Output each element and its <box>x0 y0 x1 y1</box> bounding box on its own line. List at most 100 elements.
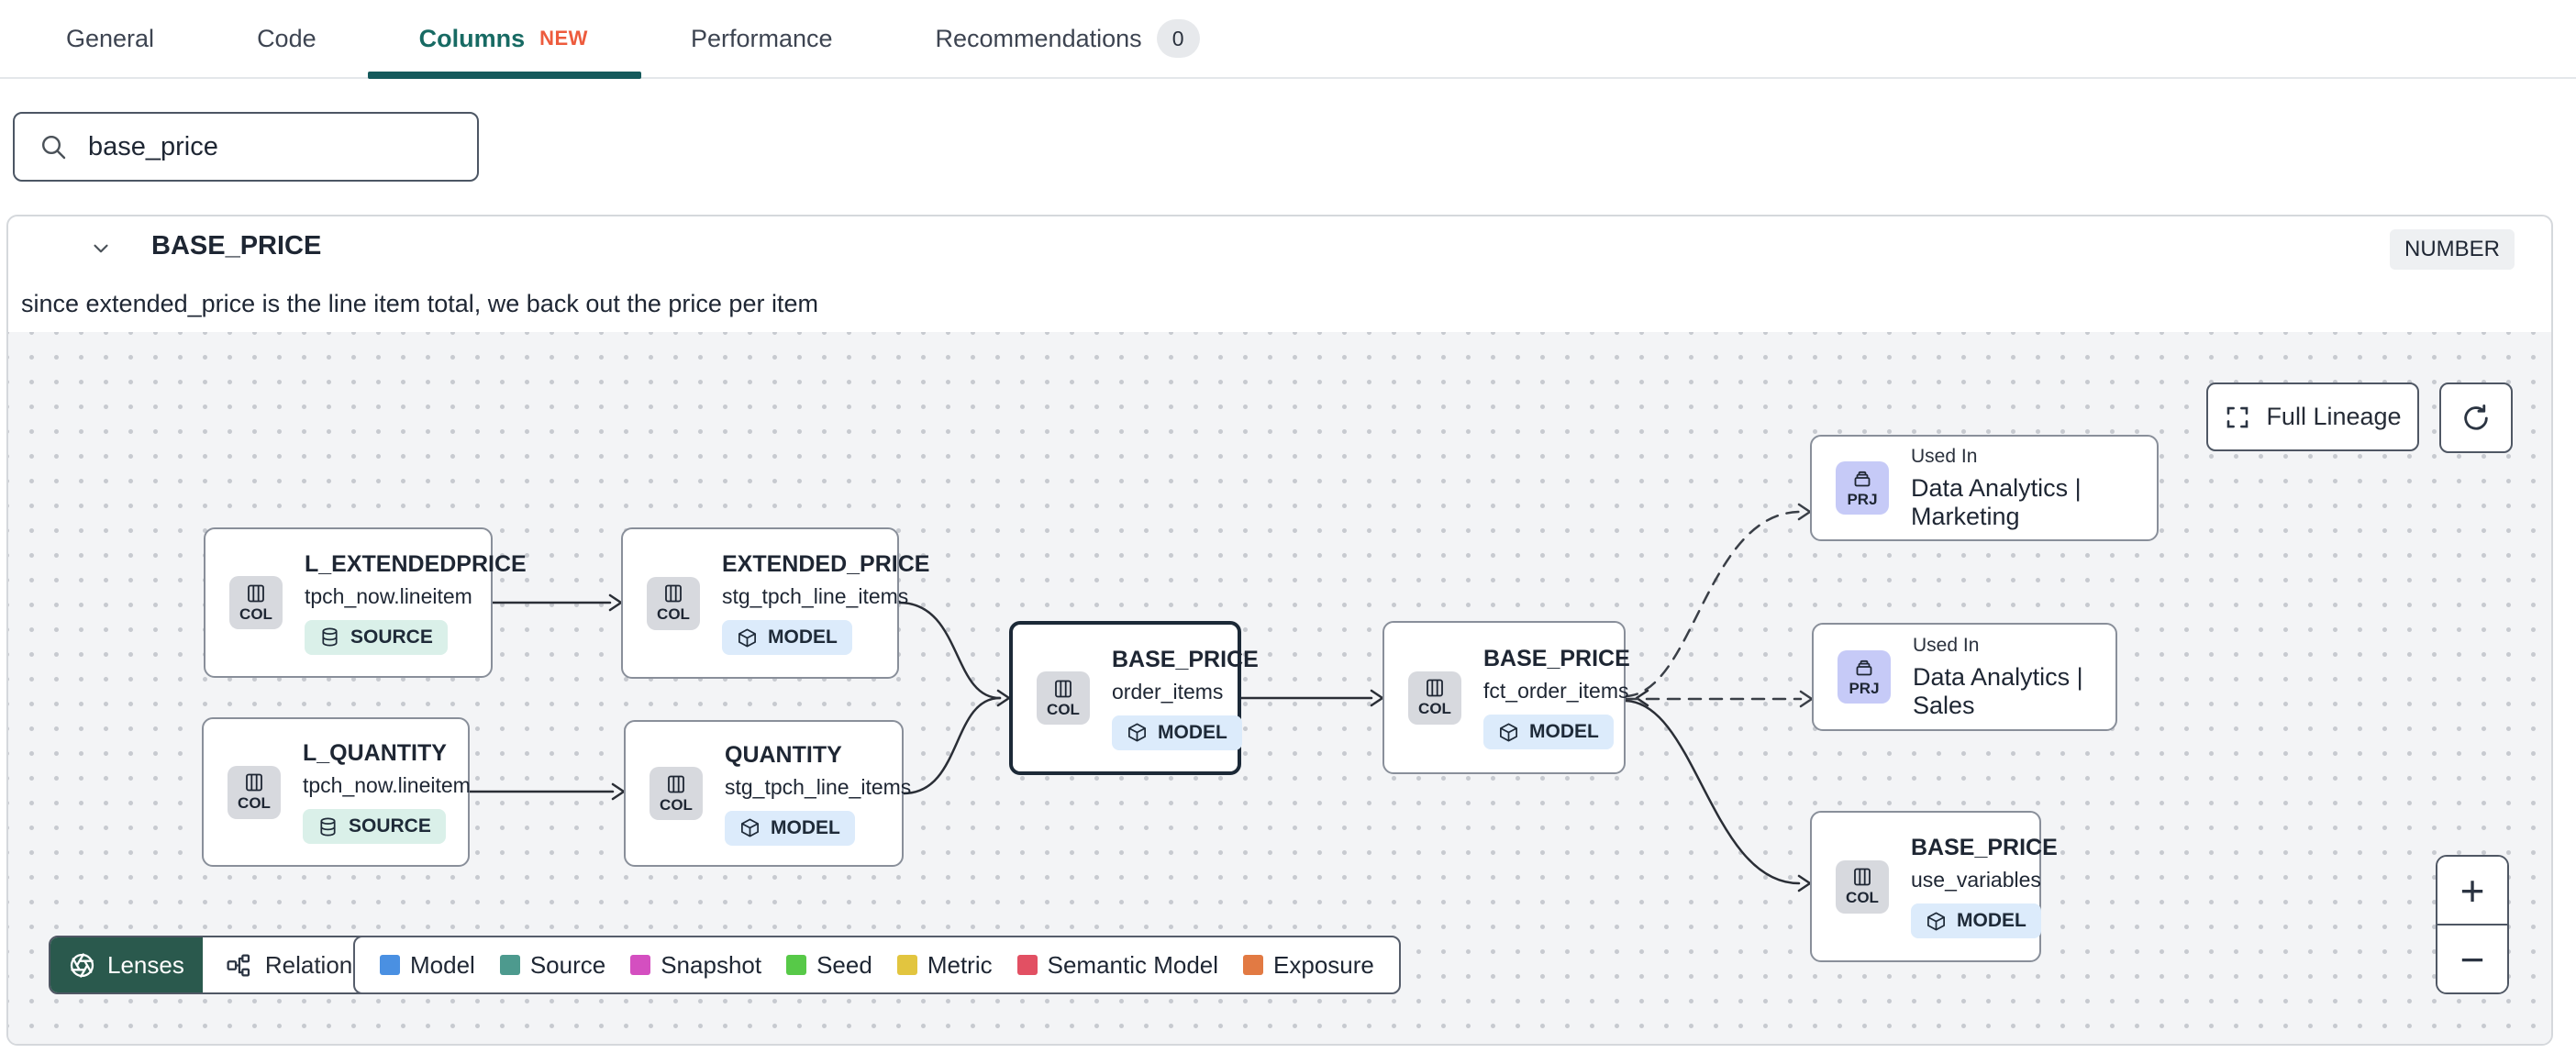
column-kind-badge: COL <box>228 765 281 819</box>
cube-icon <box>1500 723 1517 741</box>
tab-label: Code <box>257 24 316 52</box>
model-badge: MODEL <box>1911 903 2041 938</box>
column-search-input[interactable]: base_price <box>13 112 479 182</box>
model-badge: MODEL <box>1112 715 1242 750</box>
legend-item-snapshot: Snapshot <box>630 951 761 980</box>
cube-icon <box>738 628 756 647</box>
refresh-button[interactable] <box>2439 382 2513 453</box>
project-kind-badge: PRJ <box>1836 461 1889 515</box>
refresh-icon <box>2464 404 2488 430</box>
legend-swatch <box>499 955 520 975</box>
node-title: BASE_PRICE <box>1911 835 2058 860</box>
node-subtitle: fct_order_items <box>1483 679 1629 703</box>
cube-icon <box>1927 912 1945 930</box>
node-subtitle: use_variables <box>1911 868 2041 892</box>
zoom-controls: + − <box>2436 855 2509 994</box>
source-badge: SOURCE <box>305 619 448 655</box>
lineage-node-used-in-sales[interactable]: PRJ Used In Data Analytics | Sales <box>1812 623 2117 731</box>
tab-performance[interactable]: Performance <box>691 0 833 77</box>
lineage-edges <box>468 503 1814 892</box>
node-subtitle: stg_tpch_line_items <box>722 584 909 608</box>
columns-icon <box>665 584 682 603</box>
node-title: L_QUANTITY <box>303 740 447 766</box>
node-title: L_EXTENDEDPRICE <box>305 550 527 577</box>
model-badge: MODEL <box>725 810 855 846</box>
lineage-node-extended-price[interactable]: COL EXTENDED_PRICE stg_tpch_line_items M… <box>621 527 929 679</box>
relationships-icon <box>227 953 250 977</box>
column-kind-badge: COL <box>1836 859 1889 914</box>
cube-icon <box>741 818 759 837</box>
fullscreen-icon <box>2227 406 2248 427</box>
node-subtitle: tpch_now.lineitem <box>305 583 472 608</box>
tab-label: General <box>66 24 155 52</box>
tab-general[interactable]: General <box>66 0 154 77</box>
column-kind-badge: COL <box>650 767 703 820</box>
lineage-node-l-extendedprice[interactable]: COL L_EXTENDEDPRICE tpch_now.lineitem SO… <box>204 527 527 678</box>
node-type-legend: Model Source Snapshot Seed Metric Semant… <box>353 936 1401 994</box>
lineage-canvas[interactable]: COL L_EXTENDEDPRICE tpch_now.lineitem SO… <box>8 332 2551 1044</box>
column-header-row: BASE_PRICE NUMBER <box>8 216 2551 279</box>
zoom-out-button[interactable]: − <box>2437 924 2507 992</box>
legend-swatch <box>786 955 807 975</box>
project-kind-badge: PRJ <box>1838 650 1891 704</box>
node-title: BASE_PRICE <box>1483 646 1630 671</box>
columns-icon <box>1854 868 1871 886</box>
legend-swatch <box>380 955 400 975</box>
lineage-node-used-in-marketing[interactable]: PRJ Used In Data Analytics | Marketing <box>1810 435 2159 541</box>
used-in-label: Used In <box>1911 445 1978 467</box>
columns-icon <box>1055 680 1071 697</box>
column-kind-badge: COL <box>647 576 700 630</box>
tab-label: Recommendations <box>935 24 1142 52</box>
project-drawers-icon <box>1856 660 1872 675</box>
columns-icon <box>668 775 684 793</box>
column-kind-badge: COL <box>1037 671 1090 725</box>
node-title: BASE_PRICE <box>1112 646 1259 672</box>
new-badge: NEW <box>539 27 588 50</box>
full-lineage-button[interactable]: Full Lineage <box>2206 382 2419 451</box>
column-name: BASE_PRICE <box>151 231 322 260</box>
search-value: base_price <box>88 131 218 161</box>
lineage-node-base-price-order-items[interactable]: COL BASE_PRICE order_items MODEL <box>1009 621 1259 775</box>
model-badge: MODEL <box>722 620 852 655</box>
column-kind-badge: COL <box>229 576 283 629</box>
database-icon <box>320 817 336 836</box>
tab-bar: General Code Columns NEW Performance Rec… <box>0 0 2576 79</box>
column-panel: BASE_PRICE NUMBER since extended_price i… <box>6 215 2553 1046</box>
lineage-node-base-price-use-variables[interactable]: COL BASE_PRICE use_variables MODEL <box>1810 811 2058 962</box>
recommendations-count-badge: 0 <box>1156 19 1200 58</box>
legend-swatch <box>896 955 917 975</box>
legend-item-seed: Seed <box>786 951 872 980</box>
database-icon <box>322 627 338 647</box>
source-badge: SOURCE <box>303 809 446 844</box>
legend-item-source: Source <box>499 951 605 980</box>
legend-swatch <box>1243 955 1264 975</box>
lineage-node-l-quantity[interactable]: COL L_QUANTITY tpch_now.lineitem SOURCE <box>202 717 471 867</box>
node-subtitle: stg_tpch_line_items <box>725 774 912 799</box>
legend-item-semantic-model: Semantic Model <box>1016 951 1218 980</box>
node-subtitle: tpch_now.lineitem <box>303 773 471 797</box>
legend-item-model: Model <box>380 951 475 980</box>
node-subtitle: order_items <box>1112 679 1224 704</box>
lenses-button[interactable]: Lenses <box>50 937 203 992</box>
lineage-node-quantity[interactable]: COL QUANTITY stg_tpch_line_items MODEL <box>624 720 911 867</box>
tab-recommendations[interactable]: Recommendations 0 <box>936 0 1200 77</box>
model-badge: MODEL <box>1483 715 1614 749</box>
lineage-node-base-price-fct-order-items[interactable]: COL BASE_PRICE fct_order_items MODEL <box>1382 621 1630 774</box>
collapse-chevron-icon[interactable] <box>89 237 113 260</box>
aperture-icon <box>70 952 94 978</box>
tab-label: Columns <box>418 24 526 52</box>
legend-swatch <box>630 955 651 975</box>
project-drawers-icon <box>1854 471 1871 486</box>
node-title: Data Analytics | Marketing <box>1911 473 2082 530</box>
tab-columns[interactable]: Columns NEW <box>367 0 642 79</box>
node-title: QUANTITY <box>725 741 842 768</box>
tab-code[interactable]: Code <box>257 0 316 77</box>
zoom-in-button[interactable]: + <box>2437 857 2507 924</box>
column-type-badge: NUMBER <box>2389 229 2515 270</box>
legend-item-exposure: Exposure <box>1243 951 1374 980</box>
column-description: since extended_price is the line item to… <box>21 290 818 317</box>
legend-swatch <box>1016 955 1038 975</box>
tab-label: Performance <box>690 24 833 52</box>
cube-icon <box>1128 723 1146 742</box>
node-title: Data Analytics | Sales <box>1913 662 2083 719</box>
